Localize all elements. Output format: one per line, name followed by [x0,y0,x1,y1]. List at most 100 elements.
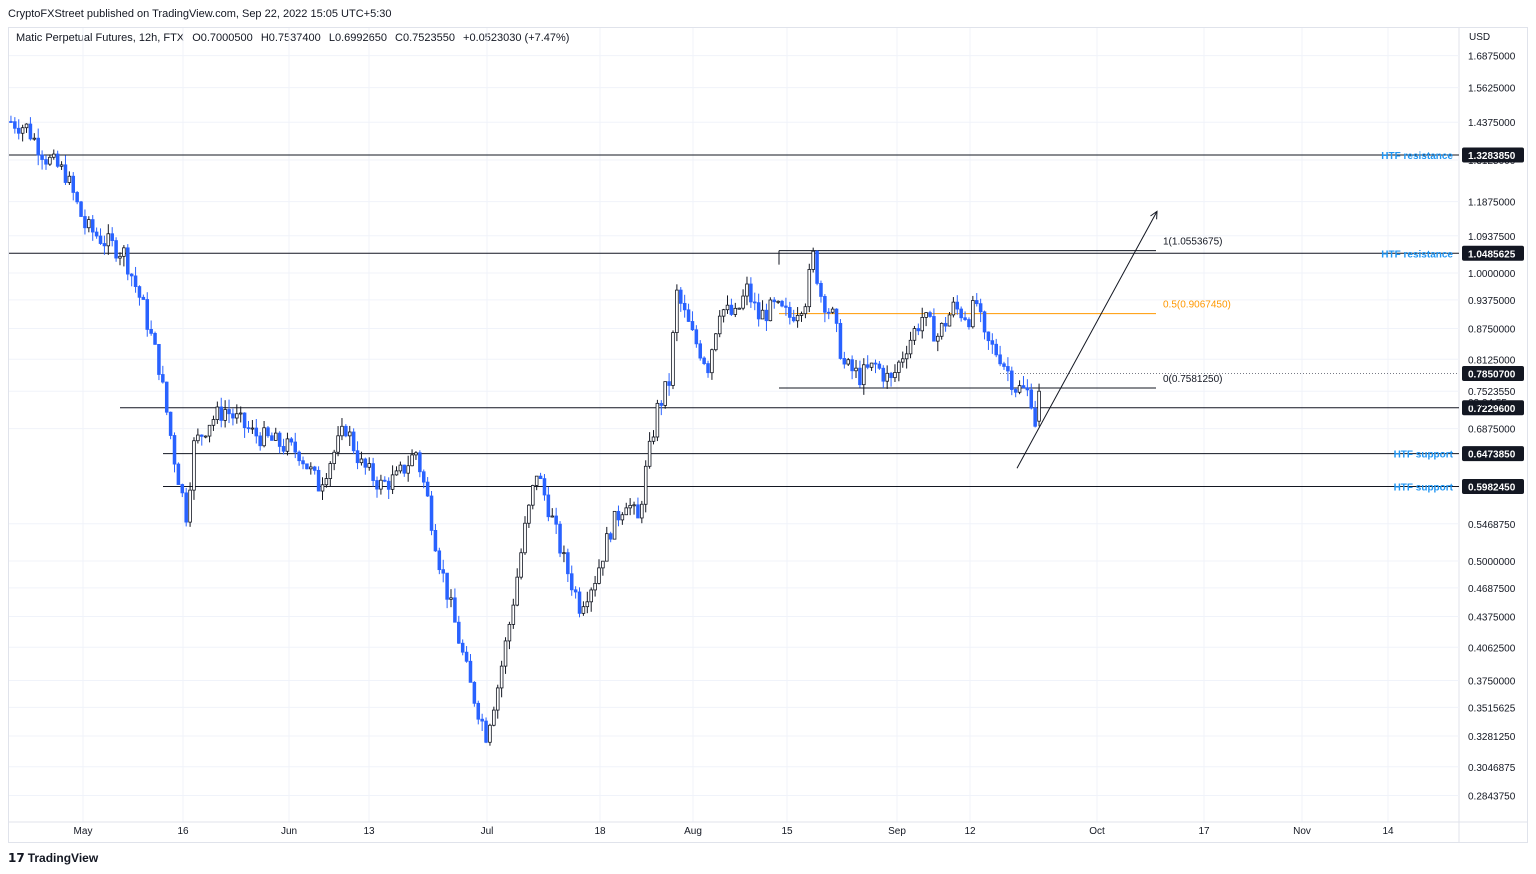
price-tick-label: 1.0000000 [1468,269,1516,280]
price-tick-label: 0.4375000 [1468,612,1516,623]
candle-body [717,315,722,335]
candle-body [834,308,839,324]
candle-body [1013,389,1018,393]
candle-body [534,475,539,486]
candle-body [951,301,956,316]
level-label: HTF resistance [1381,151,1453,162]
candle-body [624,507,629,516]
candle-body [978,303,983,313]
candle-body [830,308,835,313]
candle-body [281,446,286,452]
candle-body [550,515,555,518]
candle-body [889,372,893,379]
candle-body [262,427,266,447]
price-tag-value: 1.0485625 [1468,249,1516,260]
candle-body [301,460,305,465]
candle-body [585,601,590,608]
candle-body [336,435,340,453]
tradingview-logo-icon: 17 [8,851,25,865]
candle-body [16,127,21,134]
candle-body [601,560,605,569]
candle-body [515,576,519,606]
candle-body [347,431,352,437]
legend-change: +0.0523030 (+7.47%) [463,32,570,44]
candle-body [554,515,558,525]
candle-body [83,216,87,229]
candle-body [133,275,138,287]
candle-body [850,359,854,372]
candle-body [122,247,126,257]
candle-body [437,550,442,571]
candle-body [499,665,504,689]
candle-body [511,604,516,625]
candle-body [367,463,371,468]
candle-body [390,474,395,490]
candle-body [421,471,426,483]
candle-body [651,436,656,442]
candle-body [355,450,360,464]
candle-body [340,425,344,437]
price-tick-label: 0.5000000 [1468,557,1516,568]
candle-body [858,367,862,386]
candle-body [679,289,683,304]
price-tick-label: 0.3750000 [1468,677,1516,688]
candle-body [616,510,621,521]
price-tick-label: 0.8125000 [1468,355,1516,366]
candle-body [429,495,434,531]
candle-body [9,121,13,123]
candle-body [523,522,527,554]
candle-body [488,724,492,743]
candle-body [495,687,500,711]
candle-body [971,300,975,328]
price-tick-label: 0.6875000 [1468,425,1516,436]
candle-body [67,175,72,183]
candle-body [445,572,449,600]
candle-body [581,606,586,614]
candle-body [359,458,364,464]
candle-body [227,409,231,415]
legend-low: L0.6992650 [328,32,387,44]
candle-body [106,233,111,247]
candle-body [316,469,321,492]
candle-body [546,494,551,518]
candle-body [305,463,309,470]
candle-body [791,316,796,322]
candle-body [647,440,652,467]
candle-body [566,552,570,575]
candle-body [690,321,695,331]
fib-level-label: 0.5(0.9067450) [1163,300,1231,311]
candle-body [745,283,749,297]
candle-body [476,702,481,720]
candle-body [764,309,769,322]
candle-body [943,322,948,327]
candle-body [756,302,761,320]
candle-body [531,485,535,506]
candle-body [1037,390,1041,422]
candle-body [406,465,410,474]
candle-body [655,402,660,438]
fib-level-label: 0(0.7581250) [1163,374,1223,385]
candle-body [441,569,445,574]
time-tick-label: Aug [684,826,702,837]
candle-body [102,243,107,247]
candle-body [328,463,333,479]
candle-body [344,425,348,437]
candle-body [324,478,329,486]
candle-body [433,530,438,552]
candle-body [157,343,161,375]
level-label: HTF resistance [1381,249,1453,260]
candle-body [98,235,103,244]
candle-body [908,339,913,355]
candle-body [663,381,667,406]
candle-body [671,332,675,386]
candle-body [219,406,224,421]
countdown-label: 02:24:55 [1468,398,1507,409]
price-tag-box [1462,400,1524,416]
candle-body [768,299,773,322]
time-tick-label: Oct [1089,826,1105,837]
time-tick-label: 16 [177,826,189,837]
price-tag-value: 1.3283850 [1468,151,1516,162]
candle-body [823,296,827,313]
tradingview-logo[interactable]: 17 TradingView [8,851,98,865]
